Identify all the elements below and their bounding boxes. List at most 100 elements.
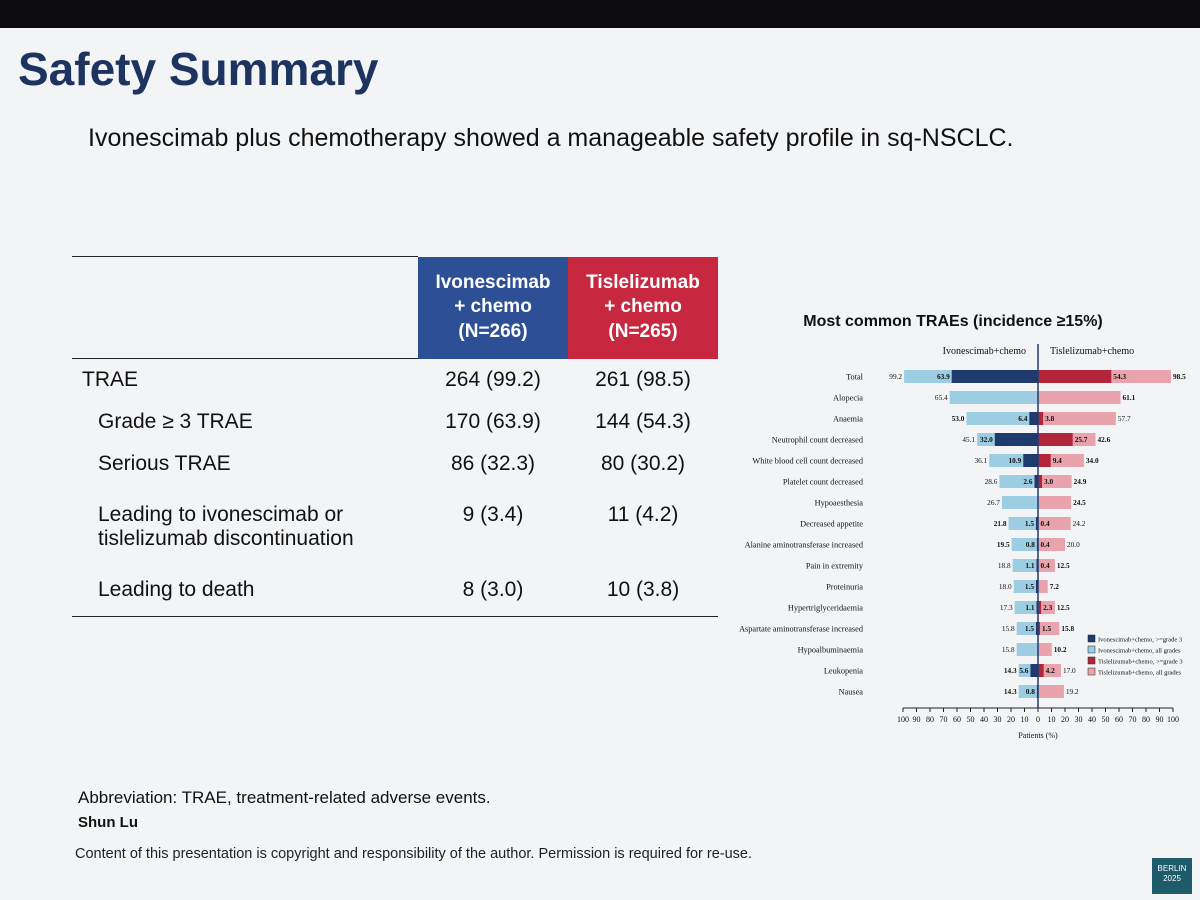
bar (1038, 559, 1055, 572)
logo: BERLIN 2025 (1152, 858, 1192, 894)
x-tick-label: 100 (897, 715, 909, 724)
category-label: Platelet count decreased (783, 478, 864, 487)
bar (1038, 475, 1043, 488)
value-label: 1.5 (1025, 624, 1034, 633)
legend-swatch (1087, 667, 1096, 676)
bar (1038, 664, 1061, 677)
table-row: Serious TRAE 86 (32.3) 80 (30.2) (72, 443, 718, 485)
bar (1038, 622, 1060, 635)
value-label: 1.1 (1025, 561, 1034, 570)
bar (966, 412, 1038, 425)
cell: 86 (32.3) (450, 452, 536, 476)
bar (1011, 538, 1038, 551)
bar (1013, 580, 1038, 593)
value-label: 15.8 (1002, 624, 1015, 633)
category-label: Hypoaesthesia (815, 499, 864, 508)
bar (1023, 454, 1038, 467)
value-label: 5.6 (1019, 666, 1028, 675)
left-group-title: Ivonescimab+chemo (943, 346, 1026, 357)
header-cell: Ivonescimab + chemo (N=266) (418, 256, 568, 359)
value-label: 10.2 (1054, 645, 1067, 654)
value-label: 12.5 (1057, 603, 1070, 612)
value-label: 42.6 (1098, 435, 1111, 444)
x-tick-label: 20 (1061, 715, 1069, 724)
category-label: Aspartate aminotransferase increased (739, 625, 864, 634)
value-label: 25.7 (1075, 435, 1088, 444)
bar (994, 433, 1038, 446)
cell: 170 (63.9) (445, 410, 541, 434)
category-label: Alopecia (833, 394, 863, 403)
trae-chart: Most common TRAEs (incidence ≥15%) Ivone… (739, 313, 1186, 740)
legend-swatch (1087, 645, 1096, 654)
header-cell (72, 255, 418, 360)
value-label: 17.3 (1000, 603, 1013, 612)
header-cell: Tislelizumab + chemo (N=265) (568, 256, 718, 359)
category-label: Decreased appetite (800, 520, 863, 529)
slide-subtitle: Ivonescimab plus chemotherapy showed a m… (88, 124, 1014, 152)
value-label: 26.7 (987, 498, 1000, 507)
value-label: 4.2 (1046, 666, 1055, 675)
cell: 144 (54.3) (595, 410, 691, 434)
safety-table: Ivonescimab + chemo (N=266) Tislelizumab… (72, 255, 718, 618)
value-label: 20.0 (1067, 540, 1080, 549)
value-label: 0.4 (1041, 540, 1050, 549)
bar (949, 391, 1038, 404)
value-label: 2.3 (1043, 603, 1052, 612)
bar (1016, 643, 1038, 656)
bar (1014, 601, 1038, 614)
bar (1038, 643, 1052, 656)
value-label: 0.4 (1041, 561, 1050, 570)
legend-swatch (1087, 634, 1096, 643)
row-label: Serious TRAE (98, 452, 231, 476)
value-label: 0.8 (1026, 540, 1035, 549)
slide: Safety Summary Ivonescimab plus chemothe… (0, 28, 1200, 900)
value-label: 24.5 (1073, 498, 1086, 507)
category-label: Hypertriglyceridaemia (788, 604, 863, 613)
value-label: 24.2 (1073, 519, 1086, 528)
legend-label: Tislelizumab+chemo, >=grade 3 (1098, 659, 1183, 666)
value-label: 0.4 (1041, 519, 1050, 528)
value-label: 36.1 (974, 456, 987, 465)
bar (999, 475, 1038, 488)
value-label: 65.4 (935, 393, 948, 402)
bar (1035, 517, 1038, 530)
bar (1034, 475, 1038, 488)
bar (1038, 538, 1065, 551)
cell: 9 (3.4) (462, 503, 524, 527)
x-tick-label: 60 (1115, 715, 1123, 724)
bar (1038, 664, 1044, 677)
cell: 261 (98.5) (595, 367, 691, 391)
value-label: 98.5 (1173, 372, 1186, 381)
value-label: 19.5 (997, 540, 1010, 549)
value-label: 28.6 (985, 477, 998, 486)
value-label: 57.7 (1118, 414, 1131, 423)
value-label: 32.0 (980, 435, 993, 444)
x-tick-label: 80 (926, 715, 934, 724)
value-label: 6.4 (1018, 414, 1027, 423)
x-tick-label: 10 (1021, 715, 1029, 724)
value-label: 1.1 (1025, 603, 1034, 612)
table-row: Leading to ivonescimab or tislelizumab d… (72, 485, 718, 560)
category-label: Proteinuria (826, 583, 863, 592)
value-label: 15.8 (1002, 645, 1015, 654)
value-label: 99.2 (889, 372, 902, 381)
bar (1035, 622, 1038, 635)
bar (1018, 685, 1038, 698)
row-label: Leading to ivonescimab or tislelizumab d… (98, 503, 354, 551)
value-label: 0.8 (1026, 687, 1035, 696)
table-row: TRAE 264 (99.2) 261 (98.5) (72, 359, 718, 402)
bar (1038, 580, 1048, 593)
bar (1038, 496, 1072, 509)
category-label: Hypoalbuminaemia (798, 646, 864, 655)
bar (1038, 685, 1064, 698)
x-tick-label: 20 (1007, 715, 1015, 724)
x-tick-label: 50 (1102, 715, 1110, 724)
bar (1038, 412, 1116, 425)
value-label: 24.9 (1074, 477, 1087, 486)
category-label: Neutrophil count decreased (772, 436, 864, 445)
x-tick-label: 70 (1129, 715, 1137, 724)
cell: 11 (4.2) (607, 503, 679, 527)
bar (1038, 517, 1071, 530)
x-tick-label: 30 (1075, 715, 1083, 724)
x-tick-label: 90 (1156, 715, 1164, 724)
